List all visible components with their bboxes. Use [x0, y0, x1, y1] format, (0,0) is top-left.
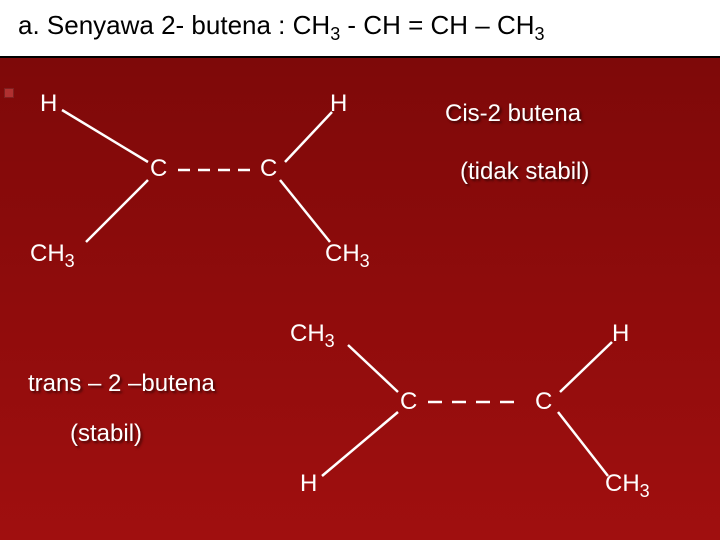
trans-h-tr: H: [612, 320, 629, 348]
title-sub2: 3: [535, 25, 545, 45]
ch3-s: 3: [360, 251, 370, 271]
cis-ch3-right: CH3: [325, 240, 370, 272]
unstable-label: (tidak stabil): [460, 158, 589, 186]
trans-ch3-tl: CH3: [290, 320, 335, 352]
ch3-c: CH: [290, 320, 325, 347]
trans-c-right: C: [535, 388, 552, 416]
bullet-icon: [4, 88, 14, 98]
trans-ch3-br: CH3: [605, 470, 650, 502]
cis-h-left: H: [40, 90, 57, 118]
title-bar: a. Senyawa 2- butena : CH3 - CH = CH – C…: [0, 0, 720, 58]
ch3-s: 3: [325, 331, 335, 351]
ch3-s: 3: [65, 251, 75, 271]
cis-ch3-left: CH3: [30, 240, 75, 272]
ch3-c: CH: [30, 240, 65, 267]
trans-c-left: C: [400, 388, 417, 416]
ch3-s: 3: [640, 481, 650, 501]
cis-c-right: C: [260, 155, 277, 183]
stable-label: (stabil): [70, 420, 142, 448]
title-sub1: 3: [330, 25, 340, 45]
ch3-c: CH: [605, 470, 640, 497]
title-prefix: a. Senyawa 2- butena : CH: [18, 10, 330, 40]
cis-label: Cis-2 butena: [445, 100, 581, 128]
page-title: a. Senyawa 2- butena : CH3 - CH = CH – C…: [18, 10, 545, 45]
ch3-c: CH: [325, 240, 360, 267]
cis-c-left: C: [150, 155, 167, 183]
cis-h-right: H: [330, 90, 347, 118]
title-mid: - CH = CH – CH: [340, 10, 534, 40]
trans-h-bl: H: [300, 470, 317, 498]
trans-label: trans – 2 –butena: [28, 370, 215, 398]
